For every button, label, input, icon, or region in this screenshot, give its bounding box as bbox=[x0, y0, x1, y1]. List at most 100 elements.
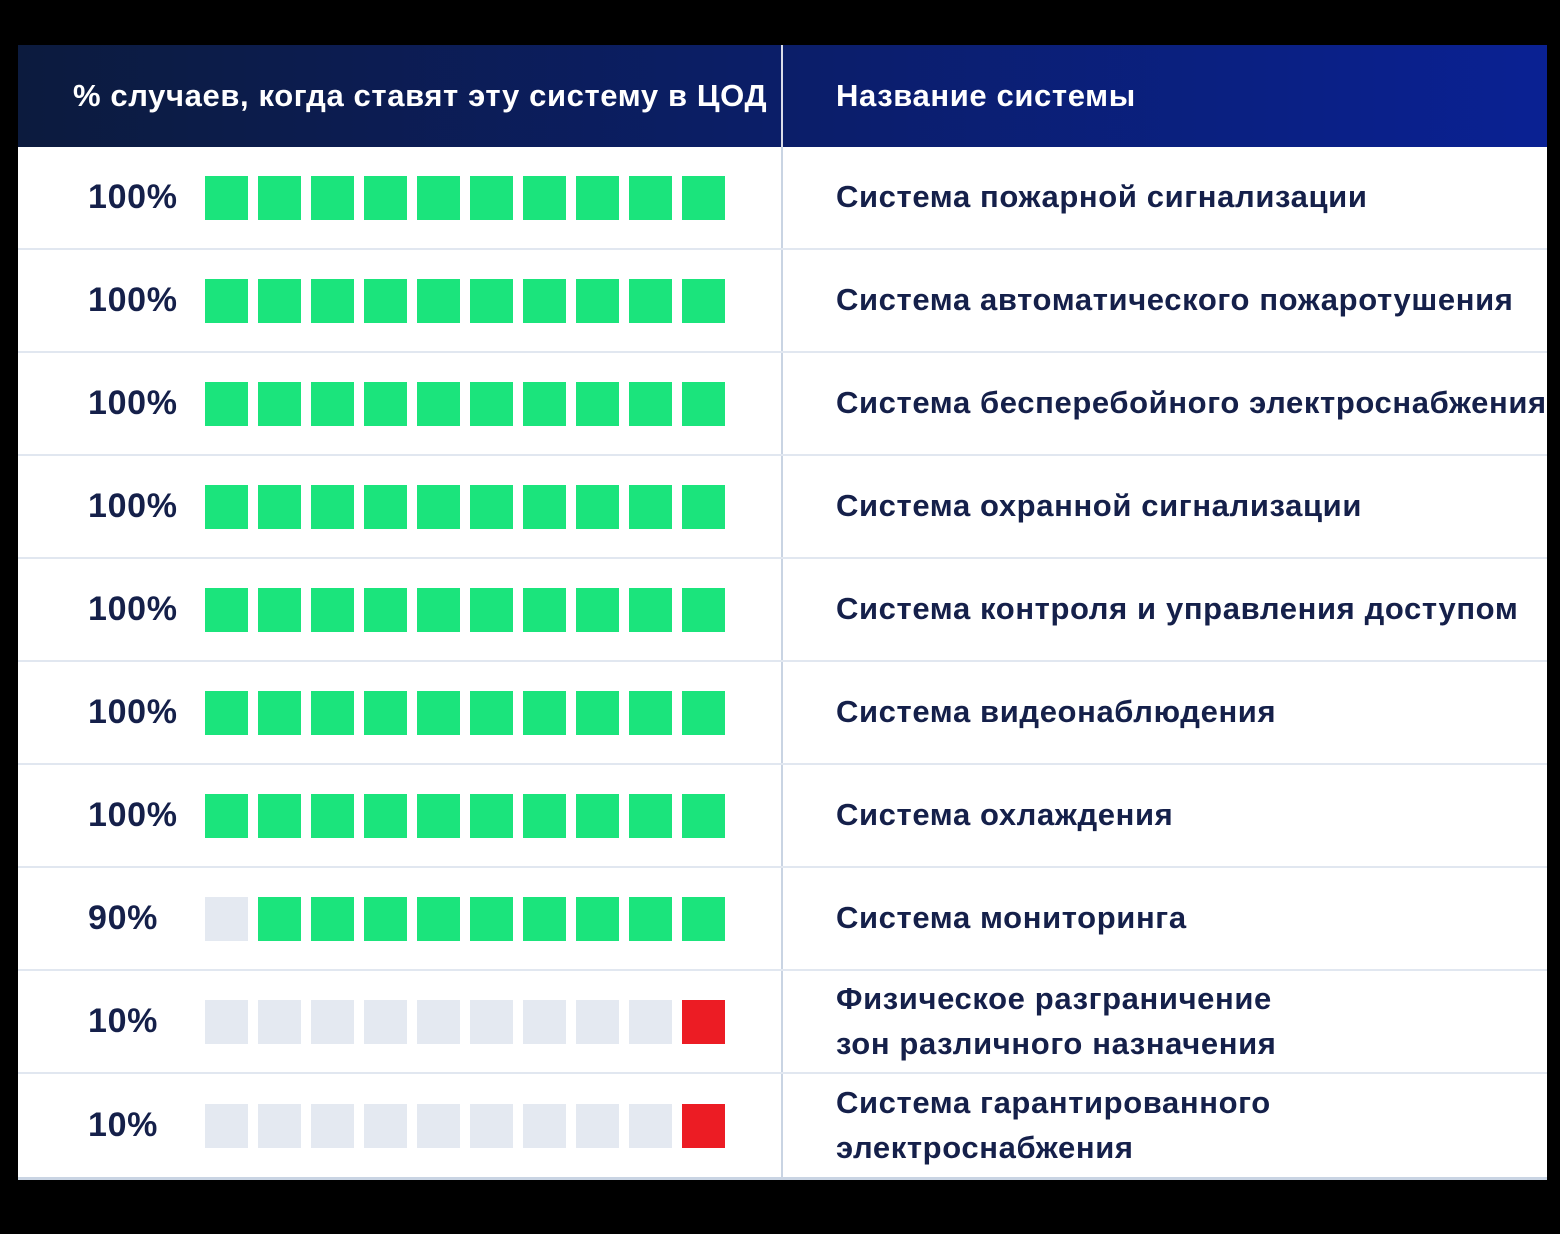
unit-square-green bbox=[258, 793, 301, 838]
unit-square-green bbox=[629, 381, 672, 426]
unit-square-green bbox=[364, 690, 407, 735]
unit-square-green bbox=[364, 484, 407, 529]
unit-squares bbox=[205, 896, 725, 941]
unit-square-green bbox=[417, 587, 460, 632]
unit-square-green bbox=[576, 793, 619, 838]
unit-square-green bbox=[470, 896, 513, 941]
percent-cell: 10% bbox=[18, 971, 783, 1072]
unit-square-green bbox=[682, 690, 725, 735]
unit-square-green bbox=[205, 175, 248, 220]
unit-square-green bbox=[364, 587, 407, 632]
unit-square-green bbox=[417, 793, 460, 838]
table-row: 100% Система бесперебойного электроснабж… bbox=[18, 353, 1547, 456]
system-name: Система видеонаблюдения bbox=[836, 694, 1277, 730]
unit-square-green bbox=[417, 278, 460, 323]
percent-column-title: % случаев, когда ставят эту систему в ЦО… bbox=[73, 78, 768, 113]
unit-square-green bbox=[311, 484, 354, 529]
unit-square-green bbox=[682, 175, 725, 220]
name-cell: Система гарантированного электроснабжени… bbox=[783, 1074, 1547, 1177]
unit-square-green bbox=[205, 793, 248, 838]
unit-square-green bbox=[417, 896, 460, 941]
unit-square-green bbox=[576, 278, 619, 323]
percent-value: 10% bbox=[88, 1002, 159, 1040]
unit-squares bbox=[205, 1103, 725, 1148]
unit-square-green bbox=[576, 484, 619, 529]
unit-square-green bbox=[523, 793, 566, 838]
table-body: 100% Система пожарной сигнализации 100% … bbox=[18, 147, 1547, 1177]
name-cell: Система автоматического пожаротушения bbox=[783, 250, 1547, 351]
unit-square-green bbox=[364, 381, 407, 426]
unit-square-green bbox=[258, 896, 301, 941]
unit-squares bbox=[205, 278, 725, 323]
percent-value: 100% bbox=[88, 693, 178, 731]
system-name: Система контроля и управления доступом bbox=[836, 591, 1519, 627]
percent-cell: 100% bbox=[18, 456, 783, 557]
unit-squares bbox=[205, 175, 725, 220]
unit-square-green bbox=[682, 278, 725, 323]
unit-square-green bbox=[576, 896, 619, 941]
unit-square-gray bbox=[258, 999, 301, 1044]
table-row: 10% Физическое разграничение зон различн… bbox=[18, 971, 1547, 1074]
unit-square-gray bbox=[576, 1103, 619, 1148]
system-name: Система гарантированного электроснабжени… bbox=[836, 1085, 1271, 1165]
unit-square-green bbox=[417, 381, 460, 426]
unit-square-green bbox=[523, 484, 566, 529]
unit-squares bbox=[205, 381, 725, 426]
name-cell: Система охранной сигнализации bbox=[783, 456, 1547, 557]
unit-square-green bbox=[470, 587, 513, 632]
unit-square-green bbox=[629, 896, 672, 941]
unit-square-green bbox=[629, 175, 672, 220]
unit-square-green bbox=[311, 896, 354, 941]
unit-square-green bbox=[629, 484, 672, 529]
unit-square-green bbox=[523, 587, 566, 632]
unit-square-gray bbox=[417, 1103, 460, 1148]
unit-square-gray bbox=[523, 999, 566, 1044]
system-name: Система мониторинга bbox=[836, 900, 1187, 936]
unit-square-green bbox=[205, 278, 248, 323]
unit-square-green bbox=[470, 381, 513, 426]
unit-square-green bbox=[629, 278, 672, 323]
unit-square-green bbox=[576, 690, 619, 735]
percent-cell: 100% bbox=[18, 559, 783, 660]
unit-square-green bbox=[311, 587, 354, 632]
unit-square-green bbox=[470, 484, 513, 529]
unit-square-green bbox=[258, 690, 301, 735]
unit-square-green bbox=[523, 690, 566, 735]
unit-square-green bbox=[364, 175, 407, 220]
unit-square-green bbox=[258, 278, 301, 323]
unit-square-green bbox=[629, 587, 672, 632]
unit-square-gray bbox=[470, 1103, 513, 1148]
systems-table: % случаев, когда ставят эту систему в ЦО… bbox=[18, 45, 1547, 1180]
system-name: Система пожарной сигнализации bbox=[836, 179, 1368, 215]
name-cell: Система бесперебойного электроснабжения bbox=[783, 353, 1547, 454]
unit-square-gray bbox=[205, 999, 248, 1044]
unit-square-green bbox=[258, 175, 301, 220]
name-cell: Система пожарной сигнализации bbox=[783, 147, 1547, 248]
unit-squares bbox=[205, 793, 725, 838]
percent-cell: 10% bbox=[18, 1074, 783, 1177]
unit-square-gray bbox=[311, 1103, 354, 1148]
unit-square-gray bbox=[470, 999, 513, 1044]
unit-square-green bbox=[417, 484, 460, 529]
unit-square-gray bbox=[576, 999, 619, 1044]
percent-value: 100% bbox=[88, 281, 178, 319]
system-name: Система охранной сигнализации bbox=[836, 488, 1363, 524]
unit-square-green bbox=[311, 175, 354, 220]
system-name: Система автоматического пожаротушения bbox=[836, 282, 1514, 318]
unit-square-green bbox=[205, 484, 248, 529]
name-cell: Система мониторинга bbox=[783, 868, 1547, 969]
name-cell: Физическое разграничение зон различного … bbox=[783, 971, 1547, 1072]
table-row: 100% Система автоматического пожаротушен… bbox=[18, 250, 1547, 353]
unit-square-green bbox=[470, 793, 513, 838]
unit-squares bbox=[205, 484, 725, 529]
unit-square-green bbox=[682, 587, 725, 632]
unit-square-green bbox=[682, 381, 725, 426]
unit-square-green bbox=[258, 381, 301, 426]
unit-square-green bbox=[364, 896, 407, 941]
unit-squares bbox=[205, 690, 725, 735]
unit-square-gray bbox=[364, 1103, 407, 1148]
unit-square-green bbox=[629, 793, 672, 838]
unit-square-green bbox=[576, 587, 619, 632]
unit-square-green bbox=[258, 587, 301, 632]
unit-square-green bbox=[205, 381, 248, 426]
